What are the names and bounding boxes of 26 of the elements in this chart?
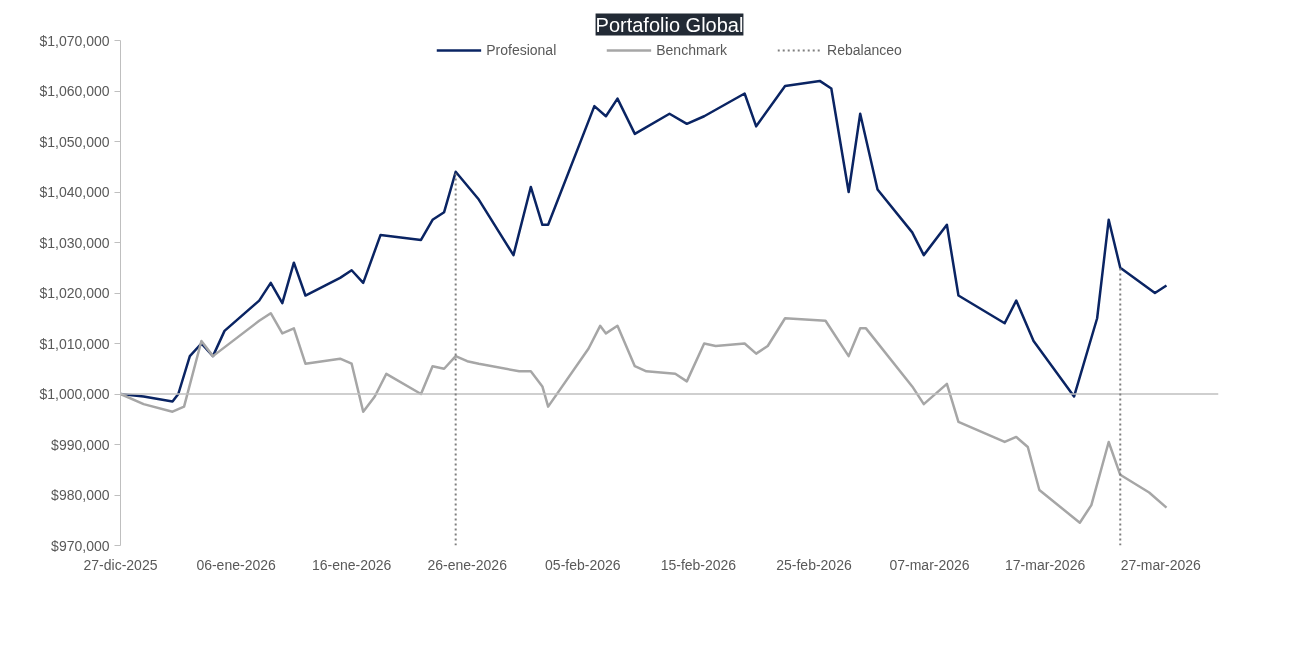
- legend-label: Profesional: [486, 42, 557, 58]
- line-series: [120, 311, 1168, 525]
- x-tick-label: 05-feb-2026: [545, 556, 621, 573]
- chart-title: Portafolio Global: [595, 13, 744, 36]
- y-tick-label: $1,070,000: [39, 32, 110, 49]
- x-tick-label: 07-mar-2026: [889, 556, 970, 573]
- x-tick-label: 15-feb-2026: [660, 556, 737, 573]
- y-tick-label: $1,060,000: [39, 83, 110, 99]
- y-tick-label: $1,010,000: [39, 335, 110, 352]
- y-tick-label: $980,000: [51, 487, 110, 503]
- y-tick-label: $970,000: [51, 537, 110, 554]
- x-tick-label: 16-ene-2026: [311, 556, 392, 573]
- y-tick-label: $1,020,000: [39, 285, 110, 301]
- x-tick-label: 25-feb-2026: [776, 556, 852, 573]
- y-tick-label: $1,030,000: [39, 234, 110, 251]
- y-tick-label: $1,050,000: [39, 133, 110, 150]
- y-tick-label: $1,040,000: [39, 184, 110, 200]
- x-tick-label: 17-mar-2026: [1005, 556, 1086, 573]
- y-tick-label: $990,000: [51, 436, 110, 453]
- x-tick-label: 27-dic-2025: [83, 556, 158, 573]
- y-tick-label: $1,000,000: [39, 386, 110, 402]
- legend-label: Benchmark: [656, 42, 728, 58]
- x-tick-label: 26-ene-2026: [427, 556, 508, 573]
- x-tick-label: 27-mar-2026: [1120, 556, 1201, 573]
- x-tick-label: 06-ene-2026: [196, 556, 276, 573]
- legend-label: Rebalanceo: [827, 42, 902, 58]
